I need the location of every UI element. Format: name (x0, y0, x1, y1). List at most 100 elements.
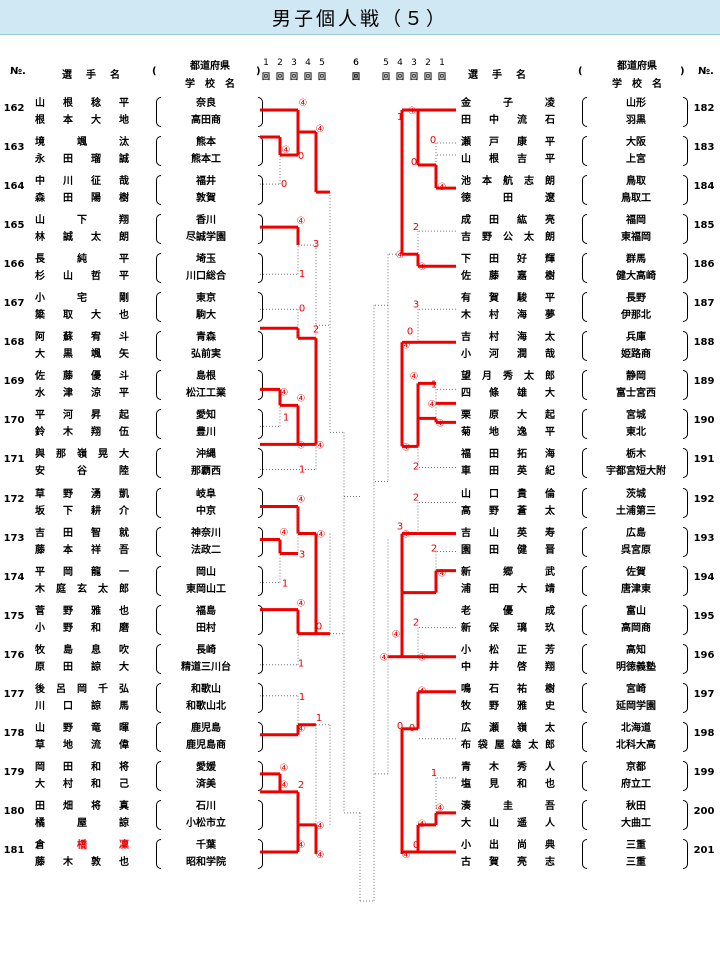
score-label: 1 (397, 112, 403, 123)
prefecture: 愛知 (196, 410, 216, 422)
prefecture: 岡山 (196, 566, 216, 578)
entry-number: 201 (693, 844, 715, 856)
entry-left: 180 田畑将真橘屋諒石川 小松市立 (0, 796, 720, 830)
score-label: ④ (380, 653, 389, 664)
entry-number: 193 (693, 532, 715, 544)
entry-number: 183 (693, 142, 715, 154)
school-name: 敦賀 (196, 193, 216, 205)
round-label-left: 回 (318, 72, 326, 81)
prefecture: 兵庫 (626, 332, 646, 344)
school-name: 東福岡 (621, 232, 651, 244)
round-num-left: 4 (305, 58, 311, 68)
score-label: 3 (413, 299, 419, 310)
round-label-left: 回 (290, 72, 298, 81)
round-label-left: 回 (276, 72, 284, 81)
score-label: ④ (402, 442, 411, 453)
score-label: ④ (418, 653, 427, 664)
score-label: 1 (316, 713, 322, 724)
entry-number: 164 (3, 181, 25, 193)
prefecture: 埼玉 (196, 254, 216, 266)
entry-number: 190 (693, 415, 715, 427)
entry-number: 198 (693, 727, 715, 739)
entry-left: 179 岡田和将大村和己愛媛 済美 (0, 757, 720, 791)
prefecture: 愛媛 (196, 761, 216, 773)
score-label: 2 (413, 493, 419, 504)
bracket-paren (582, 604, 587, 635)
bracket-paren (582, 487, 587, 518)
score-label: 2 (413, 461, 419, 472)
entry-right: 195 老優成新保璃玖富山 高岡商 (0, 601, 720, 635)
school-name: 北科大高 (616, 739, 656, 751)
bracket-paren (683, 682, 688, 713)
no-header-right: №. (698, 66, 714, 77)
entry-right: 188 吉村海太小河潤哉兵庫 姫路商 (0, 327, 720, 362)
entry-number: 162 (3, 103, 25, 114)
entry-number: 197 (693, 688, 715, 700)
entry-number: 170 (3, 415, 25, 427)
entry-right: 187 有賀駿平木村海夢長野 伊那北 (0, 288, 720, 323)
prefecture: 茨城 (626, 488, 646, 500)
pref-header-right: 都道府県 (617, 61, 657, 72)
entry-left: 176 牧島息吹原田諒大長崎 精道三川台 (0, 640, 720, 674)
entry-right: 198 広瀬嶺太布袋屋雄太郎北海道 北科大高 (0, 718, 720, 752)
entry-number: 163 (3, 142, 25, 154)
round-num-right: 6 (353, 58, 359, 68)
bracket-paren (258, 565, 263, 596)
entry-left: 167 小宅剛簗取大也東京 駒大 (0, 288, 720, 323)
score-label: 3 (313, 239, 319, 250)
school-name: 富士宮西 (616, 388, 656, 400)
round-num-left: 3 (291, 58, 297, 68)
rparen-right: ) (680, 66, 685, 77)
school-name: 熊本工 (191, 154, 221, 166)
bracket-paren (156, 175, 161, 206)
entry-right: 184 池本航志朗徳田遼鳥取 鳥取工 (0, 171, 720, 206)
score-label: 1 (299, 464, 305, 475)
score-label: ④ (402, 850, 411, 861)
prefecture: 群馬 (626, 254, 646, 266)
school-name: 宇都宮短大附 (606, 466, 666, 478)
prefecture: 広島 (626, 527, 646, 539)
entry-number: 179 (3, 766, 25, 778)
entry-right: 197 鳴石祐樹牧野雅史宮崎 延岡学園 (0, 679, 720, 713)
score-label: 0 (298, 151, 304, 162)
prefecture: 奈良 (196, 98, 216, 109)
score-label: 1 (431, 768, 437, 779)
round-label-left: 回 (262, 72, 270, 81)
bracket-paren (683, 526, 688, 557)
rparen-left: ) (256, 66, 261, 77)
school-name: 東岡山工 (186, 583, 226, 595)
prefecture: 宮崎 (626, 683, 646, 695)
entry-left: 181 倉橋凜藤木敦也千葉 昭和学院 (0, 835, 720, 869)
score-label: ④ (418, 819, 427, 830)
entry-number: 174 (3, 571, 25, 583)
bracket-paren (258, 721, 263, 752)
page-title: 男子個人戦（５） (271, 8, 448, 30)
entry-left: 169 佐藤優斗水津涼平島根 松江工業 (0, 366, 720, 401)
prefecture: 宮城 (626, 410, 646, 422)
entry-right: 196 小松正芳中井啓翔高知 明徳義塾 (0, 640, 720, 674)
bracket-paren (156, 214, 161, 245)
school-name: 豊川 (196, 427, 216, 439)
score-label: ④ (436, 803, 445, 814)
bracket-paren (683, 565, 688, 596)
school-name: 済美 (196, 778, 216, 790)
entry-right: 183 瀬戸康平山根吉平大阪 上宮 (0, 132, 720, 167)
prefecture: 秋田 (626, 800, 646, 812)
score-label: ④ (436, 418, 445, 429)
score-label: ④ (297, 840, 306, 851)
score-label: ④ (316, 850, 325, 861)
round-num-left: 6 (353, 58, 359, 68)
school-name: 小松市立 (186, 817, 226, 829)
school-name: 呉宮原 (621, 544, 651, 556)
prefecture: 鹿児島 (191, 722, 221, 734)
round-num-left: 5 (319, 58, 325, 68)
score-label: ④ (428, 399, 437, 410)
round-label-right: 回 (382, 72, 390, 81)
score-label: ④ (297, 216, 306, 227)
bracket-paren (156, 604, 161, 635)
entry-number: 195 (693, 610, 715, 622)
score-label: ④ (418, 686, 427, 697)
prefecture: 山形 (626, 98, 646, 109)
entry-left: 171 與那嶺晃大安谷陸沖縄 那覇西 (0, 444, 720, 479)
